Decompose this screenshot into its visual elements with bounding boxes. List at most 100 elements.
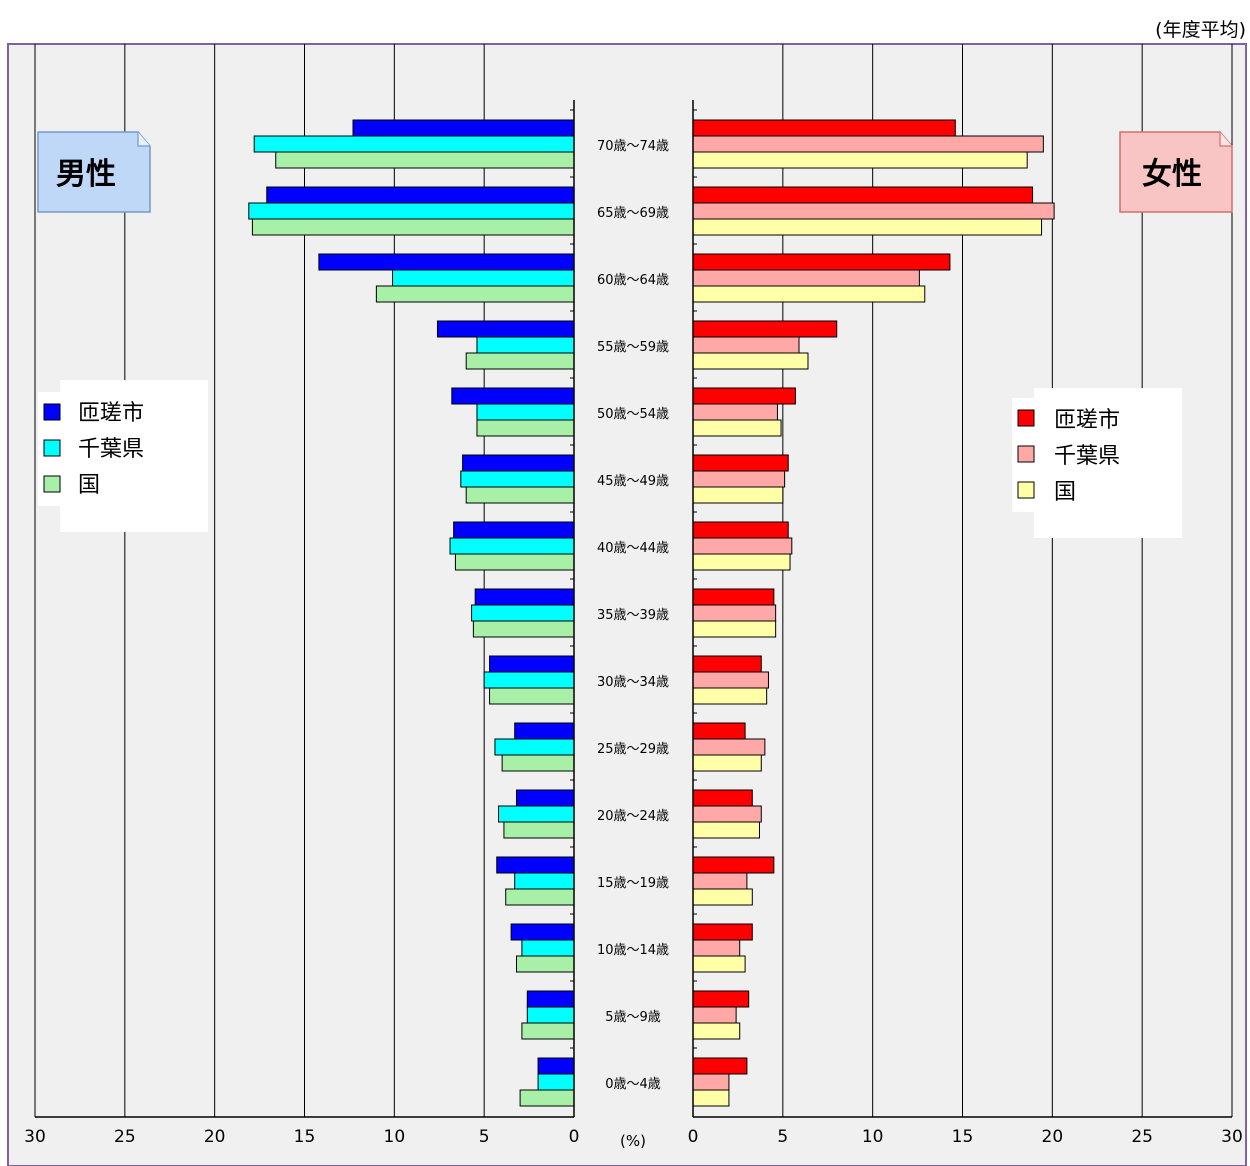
female-bar [692,285,926,303]
female-bar [692,454,789,472]
female-bar [692,186,1034,204]
male-legend: 匝瑳市 千葉県 国 [38,380,208,532]
male-legend-swatch-nation [43,475,61,493]
female-x-tick-label: 5 [777,1127,788,1147]
male-bar [449,537,575,555]
female-bar [692,135,1044,153]
female-bar [692,336,800,354]
female-panel-badge: 女性 [1119,131,1233,213]
male-bar [318,253,575,271]
male-bar [465,486,575,504]
female-panel-label: 女性 [1142,157,1202,192]
female-bar [692,537,793,555]
age-category-label: 45歳～49歳 [597,474,669,489]
male-bar [476,403,575,421]
age-category-label: 40歳～44歳 [597,541,669,556]
female-bar [692,320,838,338]
male-bar [537,1057,575,1075]
male-x-tick-label: 15 [294,1127,316,1147]
female-legend: 匝瑳市 千葉県 国 [1012,388,1182,538]
female-bar [692,419,782,437]
male-bar [375,285,575,303]
male-bar [248,202,575,220]
female-legend-label-pref: 千葉県 [1054,444,1120,469]
female-legend-swatch-city [1017,409,1035,427]
female-bar [692,856,775,874]
male-legend-label-nation: 国 [78,473,100,498]
age-category-label: 60歳～64歳 [597,273,669,288]
male-bar [462,454,575,472]
male-bar [505,888,575,906]
male-bar [472,620,575,638]
male-bar [275,151,575,169]
male-bar [474,588,575,606]
female-x-tick-label: 0 [688,1127,699,1147]
age-category-label: 20歳～24歳 [597,809,669,824]
female-bar [692,955,746,973]
male-bar [392,269,575,287]
male-bar [251,218,575,236]
female-bar [692,655,762,673]
male-x-tick-label: 0 [569,1127,580,1147]
male-bar [453,521,575,539]
male-bar [503,821,575,839]
female-bar [692,269,920,287]
female-bar [692,151,1028,169]
female-bar [692,923,753,941]
female-bar [692,990,750,1008]
female-bar [692,1089,730,1107]
male-panel-label: 男性 [56,157,116,192]
female-bar [692,754,762,772]
male-bar [521,939,575,957]
female-x-tick-label: 10 [862,1127,884,1147]
male-bar [483,671,575,689]
male-bar [510,923,575,941]
female-x-tick-label: 25 [1131,1127,1153,1147]
male-bar [471,604,575,622]
male-bar [516,955,575,973]
female-bar [692,687,768,705]
female-bar [692,805,762,823]
female-bar [692,888,753,906]
age-category-label: 30歳～34歳 [597,675,669,690]
age-category-label: 5歳～9歳 [605,1010,661,1025]
male-x-tick-label: 10 [384,1127,406,1147]
female-bar [692,253,951,271]
male-bar [494,738,575,756]
female-bars [692,119,1055,1107]
male-legend-label-pref: 千葉県 [78,437,144,462]
female-bar [692,671,769,689]
male-bar [489,687,575,705]
male-bar [436,320,575,338]
female-bar [692,1073,730,1091]
female-bar [692,821,760,839]
female-bar [692,470,786,488]
age-category-label: 65歳～69歳 [597,206,669,221]
age-category-label: 25歳～29歳 [597,742,669,757]
female-bar [692,119,956,137]
male-bar [451,387,575,405]
male-bar [352,119,575,137]
female-bar [692,387,796,405]
male-bar [460,470,575,488]
female-bar [692,939,741,957]
male-panel-badge: 男性 [37,131,151,213]
male-x-tick-label: 5 [479,1127,490,1147]
male-legend-swatch-pref [43,439,61,457]
male-bar [496,856,575,874]
axis-unit-label: (%) [620,1132,646,1150]
male-bar [521,1022,575,1040]
male-x-tick-label: 20 [204,1127,226,1147]
female-bar [692,620,777,638]
axes: 0 0 5 5 10 10 15 15 20 20 25 25 30 30 [24,100,1243,1147]
male-bar [266,186,575,204]
male-bar [526,990,575,1008]
male-legend-label-city: 匝瑳市 [78,401,144,426]
male-bar [516,789,575,807]
age-category-label: 50歳～54歳 [597,407,669,422]
male-x-tick-label: 30 [24,1127,46,1147]
female-bar [692,789,753,807]
male-bar [501,754,575,772]
age-category-label: 15歳～19歳 [597,876,669,891]
